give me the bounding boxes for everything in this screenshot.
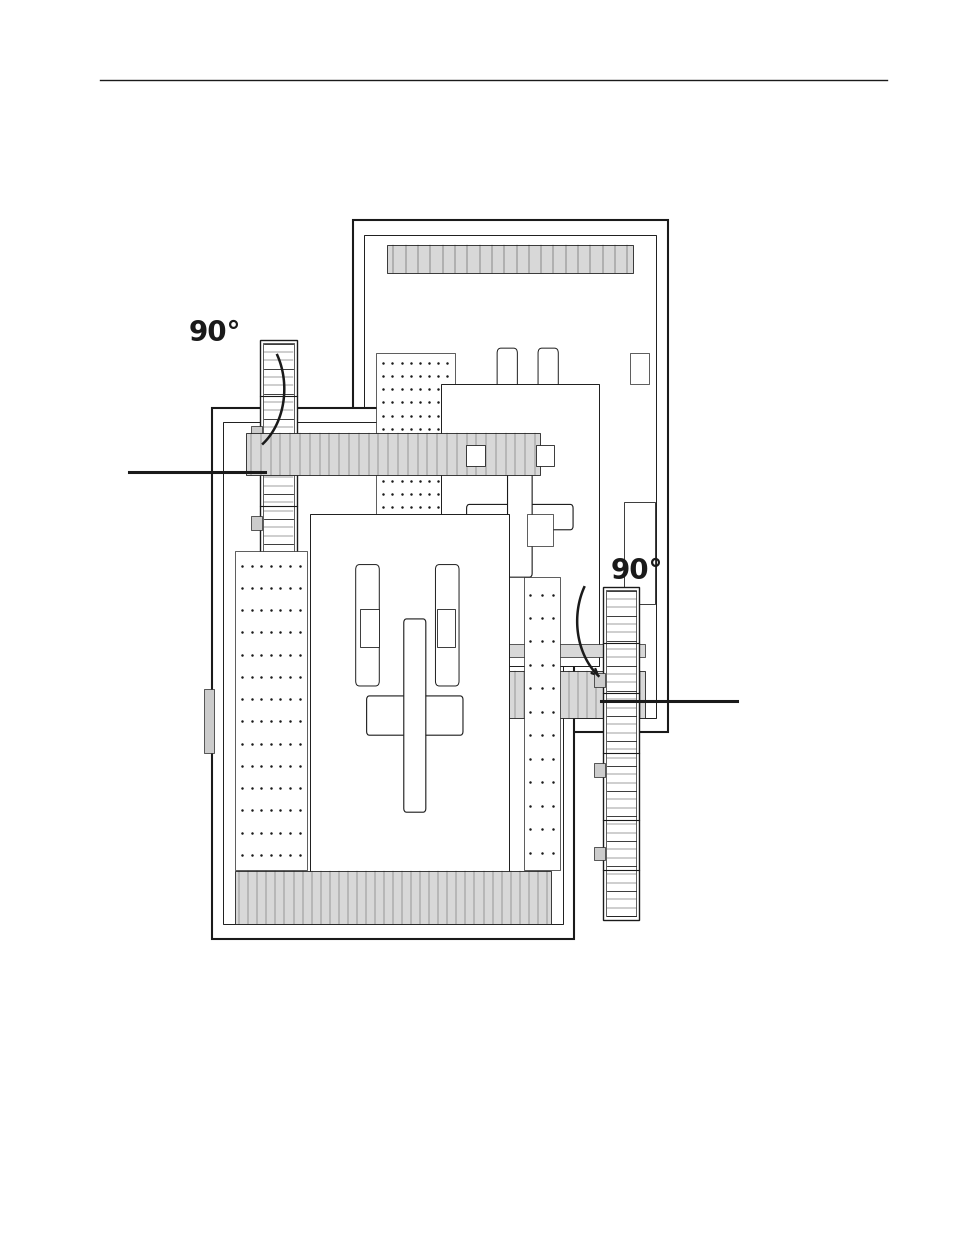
FancyBboxPatch shape (537, 348, 558, 451)
FancyBboxPatch shape (435, 564, 458, 685)
Bar (387, 245, 633, 273)
FancyBboxPatch shape (497, 348, 517, 451)
Bar (364, 235, 656, 718)
FancyBboxPatch shape (366, 697, 462, 735)
FancyBboxPatch shape (355, 564, 379, 685)
FancyBboxPatch shape (466, 504, 573, 530)
Bar (212, 408, 574, 939)
Bar (623, 501, 655, 604)
Bar (629, 353, 648, 384)
Bar (353, 220, 667, 732)
Text: 90°: 90° (188, 320, 241, 347)
Bar (527, 514, 552, 546)
Bar (246, 433, 539, 475)
Bar (593, 847, 604, 860)
Bar (204, 689, 213, 753)
Bar (263, 343, 294, 669)
Bar (375, 643, 644, 657)
Bar (252, 426, 262, 440)
FancyBboxPatch shape (403, 619, 425, 813)
Bar (375, 353, 455, 517)
Bar (252, 600, 262, 613)
Text: 90°: 90° (610, 557, 663, 584)
Bar (260, 340, 296, 673)
Bar (593, 673, 604, 687)
Bar (234, 551, 307, 869)
Bar (360, 609, 378, 647)
Bar (223, 422, 562, 924)
Bar (605, 590, 636, 916)
Bar (466, 446, 485, 466)
FancyBboxPatch shape (507, 457, 532, 577)
Bar (234, 871, 551, 924)
Bar (535, 446, 554, 466)
Bar (436, 609, 455, 647)
Bar (252, 516, 262, 530)
Bar (593, 763, 604, 777)
Bar (523, 578, 559, 869)
Bar (310, 514, 509, 885)
Bar (602, 587, 639, 920)
Bar (440, 384, 598, 666)
Bar (375, 672, 644, 718)
